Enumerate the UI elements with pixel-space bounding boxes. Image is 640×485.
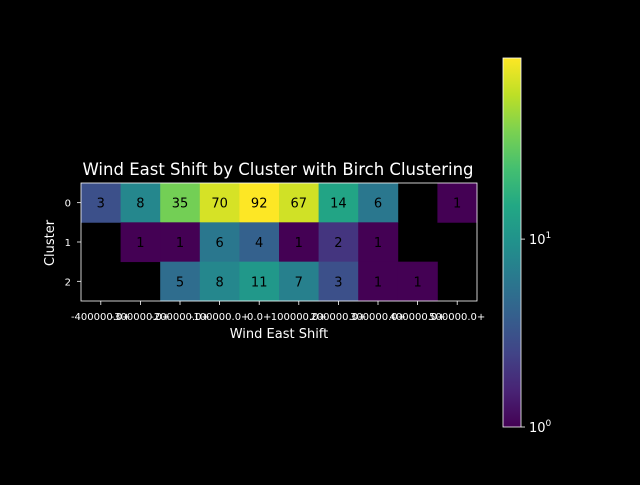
cell-value-label: 1 [374,236,382,251]
cell-value-label: 2 [334,236,342,251]
x-tick-label: -300000.0+ [111,312,171,323]
heatmap-cells [81,183,478,302]
x-axis-label: Wind East Shift [230,327,329,342]
y-tick-label: 0 [65,199,71,210]
heatmap-cell [397,261,438,302]
cell-value-label: 92 [251,197,268,212]
cell-value-label: 11 [251,275,268,290]
heatmap-cell [318,183,359,223]
cell-value-label: 1 [295,236,303,251]
cell-value-label: 70 [211,197,228,212]
chart-title: Wind East Shift by Cluster with Birch Cl… [82,160,473,179]
x-tick-label: 100000.0+ [271,312,327,323]
cell-value-label: 4 [255,236,263,251]
cell-value-label: 8 [215,275,223,290]
x-tick-label: 500000.0+ [429,312,485,323]
heatmap-cell [160,183,201,223]
heatmap-cell [279,261,319,302]
heatmap-cell [120,183,161,223]
cell-value-label: 1 [176,236,184,251]
x-axis-ticks: -400000.0+-300000.0+-200000.0+-100000.0+… [71,300,485,323]
cell-value-label: 6 [374,197,382,212]
heatmap-cell [358,261,399,302]
heatmap-cell [120,222,161,263]
cell-value-label: 8 [136,197,144,212]
heatmap-cell [239,261,280,302]
cell-value-label: 1 [453,197,461,212]
heatmap-cell [279,222,319,263]
heatmap-cell [358,183,399,223]
colorbar-ticks: 100 101 [521,231,552,436]
y-tick-label: 1 [65,238,71,249]
heatmap-cell [318,261,359,302]
colorbar-gradient [503,58,521,427]
x-tick-label: 300000.0+ [350,312,406,323]
heatmap-cell [279,183,319,223]
heatmap-cell [318,222,359,263]
x-tick-label: -200000.0+ [150,312,210,323]
heatmap-cell [160,261,201,302]
colorbar-frame [502,57,522,428]
cell-value-label: 14 [330,197,347,212]
colorbar-tick-label: 101 [529,231,551,248]
heatmap-cell-labels: 3 8 35 70 92 67 14 6 11 1 6 4 1 2 15 8 11 7 3 1 1 [97,197,462,291]
y-axis-label: Cluster [43,219,58,266]
heatmap-cell [239,183,280,223]
cell-value-label: 5 [176,275,184,290]
cell-value-label: 3 [334,275,342,290]
y-axis-ticks: 0 1 2 [65,199,81,288]
cell-value-label: 1 [374,275,382,290]
heatmap-cell [199,261,240,302]
cell-value-label: 35 [172,197,189,212]
cell-value-label: 3 [97,197,105,212]
cell-value-label: 1 [413,275,421,290]
y-tick-label: 2 [65,277,71,288]
x-tick-label: -400000.0+ [71,312,131,323]
heatmap-cell [160,222,201,263]
x-tick-label: 200000.0+ [310,312,366,323]
cell-value-label: 1 [136,236,144,251]
heatmap-cell [239,222,280,263]
heatmap-cell [358,222,399,263]
heatmap-cell [199,183,240,223]
colorbar-tick-label: 100 [529,419,552,436]
cell-value-label: 67 [291,197,308,212]
cell-value-label: 7 [295,275,303,290]
x-tick-label: -100000.0+ [190,312,250,323]
heatmap-cell [81,183,121,223]
heatmap-cell [199,222,240,263]
colorbar: 100 101 [502,57,552,436]
heatmap-cell [437,183,478,223]
x-tick-label: 400000.0+ [390,312,446,323]
cell-value-label: 6 [215,236,223,251]
x-tick-label: 0.0+ [247,312,271,323]
